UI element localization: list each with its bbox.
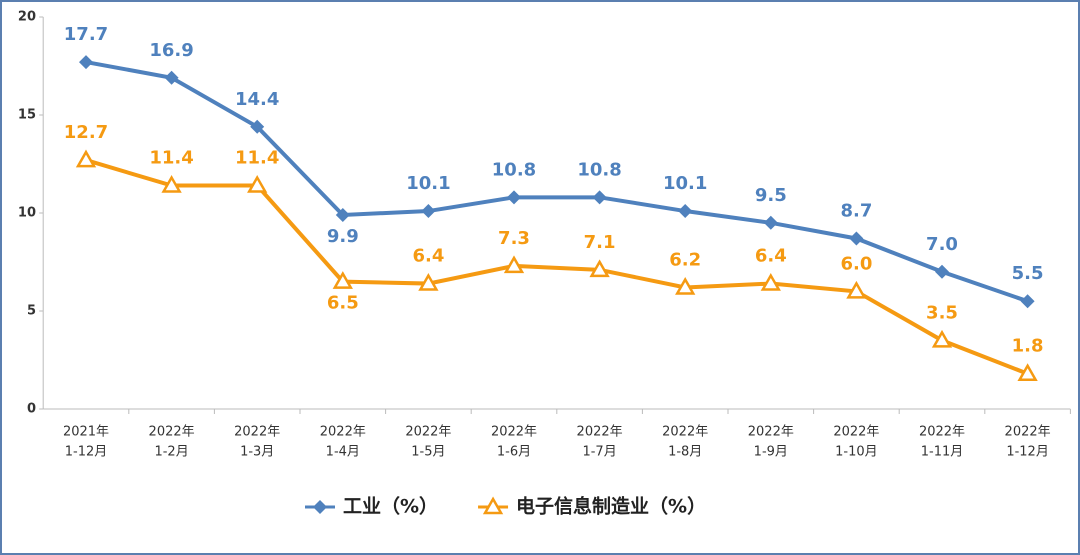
x-tick-label: 2022年 (577, 425, 623, 440)
data-point (592, 190, 607, 205)
x-tick-label: 1-3月 (240, 445, 274, 460)
x-tick-label: 2021年 (63, 425, 109, 440)
x-tick-label: 2022年 (234, 425, 280, 440)
data-point (247, 175, 268, 193)
x-tick-label: 1-8月 (668, 445, 702, 460)
y-tick-label: 20 (18, 10, 36, 25)
x-tick-label: 2022年 (320, 425, 366, 440)
data-point (1017, 363, 1038, 381)
x-tick-label: 2022年 (919, 425, 965, 440)
data-label: 6.0 (840, 253, 872, 274)
x-tick-label: 1-4月 (326, 445, 360, 460)
data-point (760, 273, 781, 291)
data-point (418, 273, 439, 291)
series-line (85, 158, 1029, 376)
x-tick-label: 1-11月 (921, 445, 964, 460)
data-point (849, 231, 864, 246)
data-point (503, 255, 525, 274)
data-point (1020, 294, 1035, 309)
data-label: 7.1 (584, 232, 616, 253)
y-tick-label: 5 (27, 304, 36, 319)
data-label: 3.5 (926, 302, 958, 323)
data-label: 9.5 (755, 185, 787, 206)
data-point (421, 204, 436, 219)
series-line (85, 60, 1029, 304)
data-label: 10.8 (577, 159, 621, 180)
data-label: 17.7 (64, 24, 108, 45)
data-label: 10.1 (663, 173, 707, 194)
legend-label: 工业（%） (343, 495, 438, 518)
data-label: 11.4 (149, 148, 193, 169)
data-point (675, 276, 696, 295)
data-point (161, 175, 182, 193)
x-tick-label: 2022年 (405, 425, 451, 440)
data-label: 7.3 (498, 228, 530, 249)
x-tick-label: 1-5月 (411, 445, 445, 460)
x-tick-label: 1-12月 (1006, 445, 1049, 460)
data-label: 11.4 (235, 148, 279, 169)
data-point (75, 149, 97, 168)
y-tick-label: 10 (18, 206, 36, 221)
x-tick-label: 1-10月 (835, 445, 878, 460)
data-label: 5.5 (1012, 263, 1044, 284)
data-point (164, 70, 179, 85)
x-tick-label: 2022年 (1005, 425, 1051, 440)
x-tick-label: 1-6月 (497, 445, 531, 460)
data-point (935, 264, 949, 279)
data-point (335, 207, 350, 222)
data-point (763, 215, 778, 230)
data-point (678, 204, 693, 219)
x-tick-label: 1-9月 (754, 445, 788, 460)
data-point (507, 190, 521, 205)
data-label: 8.7 (840, 200, 872, 221)
data-label: 12.7 (64, 122, 108, 143)
legend-marker (482, 496, 504, 515)
data-point (250, 119, 265, 134)
legend-label: 电子信息制造业（%） (516, 495, 706, 518)
y-tick-label: 0 (27, 402, 36, 417)
data-label: 7.0 (926, 234, 958, 255)
data-point (931, 329, 953, 348)
x-tick-label: 2022年 (833, 425, 879, 440)
data-label: 6.4 (412, 246, 444, 267)
data-label: 9.9 (327, 226, 359, 247)
x-tick-label: 1-2月 (154, 445, 188, 460)
x-tick-label: 2022年 (491, 425, 537, 440)
data-label: 16.9 (149, 40, 193, 61)
data-label: 14.4 (235, 89, 279, 110)
x-tick-label: 2022年 (662, 425, 708, 440)
data-label: 6.4 (755, 246, 787, 267)
data-point (846, 280, 867, 299)
data-label: 6.2 (669, 249, 701, 270)
data-label: 6.5 (327, 293, 359, 314)
legend-marker (313, 500, 327, 514)
x-tick-label: 1-12月 (65, 445, 108, 460)
data-point (79, 55, 93, 70)
y-tick-label: 15 (18, 108, 36, 123)
data-point (589, 259, 610, 278)
data-point (332, 271, 353, 289)
data-label: 1.8 (1012, 336, 1044, 357)
x-tick-label: 1-7月 (582, 445, 616, 460)
data-label: 10.1 (406, 173, 450, 194)
x-tick-label: 2022年 (149, 425, 195, 440)
x-tick-label: 2022年 (748, 425, 794, 440)
data-label: 10.8 (492, 159, 536, 180)
